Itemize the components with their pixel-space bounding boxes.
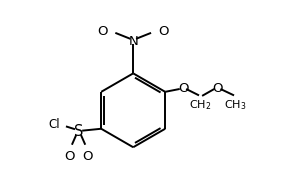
Text: S: S (74, 124, 83, 139)
Text: CH$_3$: CH$_3$ (224, 98, 247, 112)
Text: O: O (98, 25, 108, 38)
Text: CH$_2$: CH$_2$ (189, 98, 212, 112)
Text: N: N (128, 35, 138, 48)
Text: O: O (158, 25, 169, 38)
Text: O: O (212, 82, 223, 95)
Text: O: O (178, 82, 188, 95)
Text: Cl: Cl (48, 118, 60, 131)
Text: O: O (82, 150, 93, 163)
Text: O: O (64, 150, 75, 163)
